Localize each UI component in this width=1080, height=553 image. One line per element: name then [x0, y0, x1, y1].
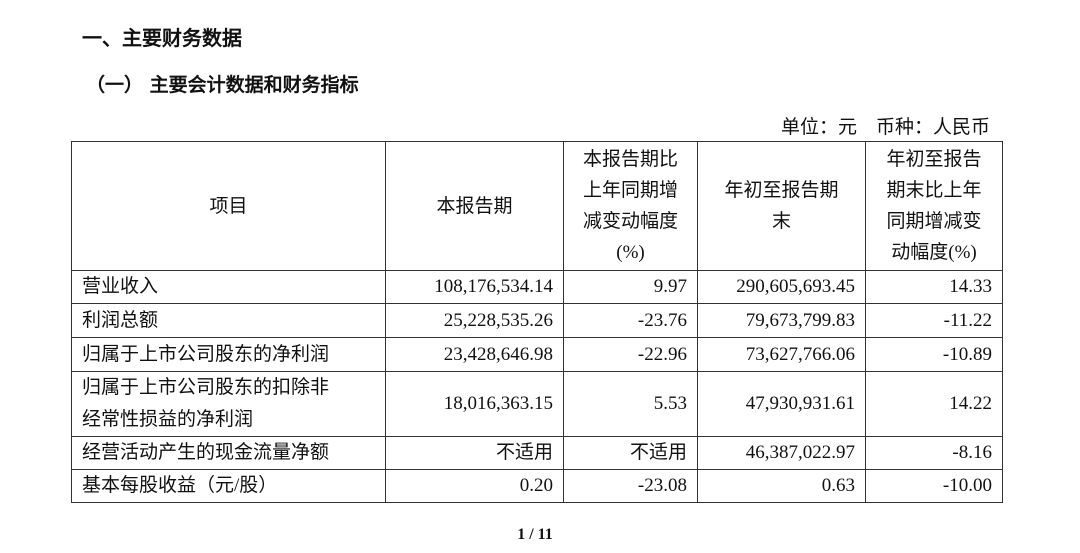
table-cell: 14.22	[865, 371, 1003, 437]
header-cell: 项目	[71, 141, 386, 271]
unit-note: 单位：元 币种：人民币	[780, 117, 990, 138]
cell-line: 归属于上市公司股东的扣除非	[82, 377, 330, 398]
table-cell: -23.76	[563, 303, 698, 338]
row-label: 基本每股收益（元/股）	[71, 469, 386, 503]
table-cell: -11.22	[865, 303, 1003, 338]
subsection-title: （一） 主要会计数据和财务指标	[86, 74, 359, 96]
cell-line: 项目	[209, 195, 248, 217]
table-cell: 108,176,534.14	[385, 270, 564, 304]
table-cell: 5.53	[563, 371, 698, 437]
cell-line: (%)	[616, 242, 645, 263]
table-cell: -8.16	[865, 436, 1003, 470]
table-cell: 79,673,799.83	[697, 303, 866, 338]
cell-line: 减变动幅度	[582, 211, 678, 232]
table-row: 利润总额 25,228,535.26 -23.76 79,673,799.83 -11.…	[71, 303, 1003, 338]
cell-line: 本报告期比	[582, 149, 678, 170]
table-cell: 23,428,646.98	[385, 337, 564, 372]
header-cell: 本报告期比上年同期增减变动幅度 (%)	[563, 141, 698, 271]
row-label: 经营活动产生的现金流量净额	[71, 436, 386, 470]
cell-line: 同期增减变	[886, 211, 982, 232]
cell-line: 上年同期增	[582, 180, 678, 201]
cell-line: 末	[771, 211, 791, 232]
header-cell: 本报告期	[385, 141, 564, 271]
cell-line: 年初至报告期	[724, 180, 839, 201]
row-label: 归属于上市公司股东的净利润	[71, 337, 386, 372]
table-cell: -23.08	[563, 469, 698, 503]
table-cell: 0.20	[385, 469, 564, 503]
cell-line: 动幅度(%)	[891, 242, 977, 263]
table-cell: 73,627,766.06	[697, 337, 866, 372]
table-row: 归属于上市公司股东的净利润 23,428,646.98 -22.96 73,627,7…	[71, 337, 1003, 372]
row-label: 营业收入	[71, 270, 386, 304]
table-row: 营业收入 108,176,534.14 9.97 290,605,693.45 14.3…	[71, 270, 1003, 304]
row-label: 归属于上市公司股东的扣除非 经常性损益的净利润	[71, 371, 386, 437]
financial-table: 项目 本报告期 本报告期比 上年同期增 减变动幅度 (%) 年初至报告期末年初至报告 期末比上…	[71, 141, 1003, 503]
table-cell: 18,016,363.15	[385, 371, 564, 437]
cell-line: 本报告期	[436, 195, 513, 217]
page-number: 1 / 11	[517, 526, 553, 543]
table-row: 归属于上市公司股东的扣除非 经常性损益的净利润 18,016,363.15 5.53 4…	[71, 371, 1003, 437]
table-cell: -10.89	[865, 337, 1003, 372]
row-label: 利润总额	[71, 303, 386, 338]
table-cell: 0.63	[697, 469, 866, 503]
table-cell: 不适用	[385, 436, 564, 470]
table-cell: 46,387,022.97	[697, 436, 866, 470]
table-cell: 14.33	[865, 270, 1003, 304]
table-cell: 不适用	[563, 436, 698, 470]
header-row: 项目 本报告期 本报告期比 上年同期增 减变动幅度 (%) 年初至报告期末年初至报告 期末比上…	[71, 141, 1003, 271]
cell-line: 经常性损益的净利润	[82, 409, 254, 430]
header-cell: 年初至报告期末	[697, 141, 866, 271]
table-cell: -10.00	[865, 469, 1003, 503]
table-row: 经营活动产生的现金流量净额 不适用 不适用 46,387,022.97 -8.16	[71, 436, 1003, 470]
table-cell: 47,930,931.61	[697, 371, 866, 437]
header-cell: 年初至报告期末比上年同期增减变动幅度(%)	[865, 141, 1003, 271]
table-row: 基本每股收益（元/股） 0.20 -23.08 0.63 -10.00	[71, 469, 1003, 503]
cell-line: 年初至报告	[886, 149, 982, 170]
table-cell: 9.97	[563, 270, 698, 304]
table-cell: -22.96	[563, 337, 698, 372]
table-cell: 290,605,693.45	[697, 270, 866, 304]
table-cell: 25,228,535.26	[385, 303, 564, 338]
section-title: 一、主要财务数据	[82, 26, 242, 50]
cell-line: 期末比上年	[886, 180, 982, 201]
